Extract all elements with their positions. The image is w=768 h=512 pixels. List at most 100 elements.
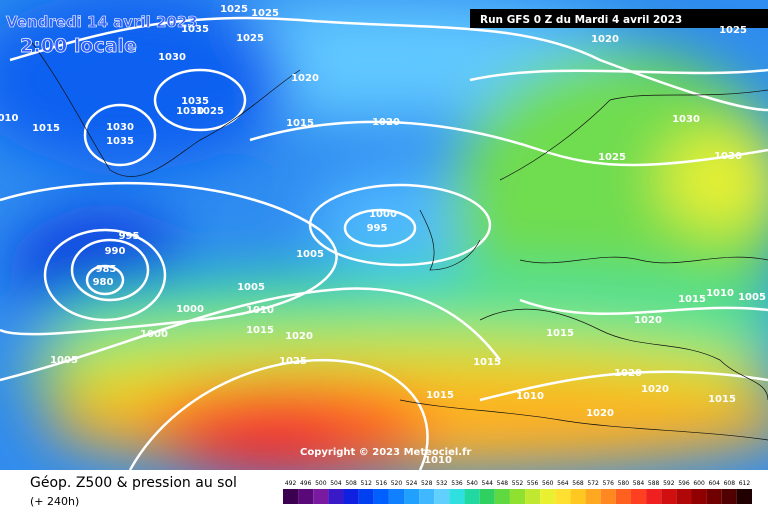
isobar-label: 990 xyxy=(105,246,126,257)
scale-label: 592 xyxy=(663,480,675,487)
isobar-label: 1000 xyxy=(140,329,168,340)
scale-label: 524 xyxy=(406,480,418,487)
isobar-label: 1030 xyxy=(176,106,204,117)
scale-swatch xyxy=(691,489,707,504)
scale-swatch xyxy=(721,489,737,504)
scale-label: 600 xyxy=(693,480,705,487)
scale-label: 504 xyxy=(330,480,342,487)
scale-label: 604 xyxy=(708,480,720,487)
scale-label: 560 xyxy=(542,480,554,487)
scale-swatch xyxy=(646,489,662,504)
isobar-label: 1025 xyxy=(236,33,264,44)
isobar-label: 1025 xyxy=(279,356,307,367)
local-time: 2:00 locale xyxy=(20,35,137,57)
isobar-label: 1030 xyxy=(714,151,742,162)
scale-swatch xyxy=(419,489,435,504)
isobar-label: 1010 xyxy=(706,288,734,299)
scale-swatch xyxy=(373,489,389,504)
isobar-label: 1015 xyxy=(426,390,454,401)
scale-label: 608 xyxy=(724,480,736,487)
valid-time: Vendredi 14 avril 2023 xyxy=(6,13,198,31)
isobar-label: 995 xyxy=(119,231,140,242)
scale-swatch xyxy=(479,489,495,504)
scale-label: 576 xyxy=(603,480,615,487)
scale-swatch xyxy=(509,489,526,504)
scale-label: 552 xyxy=(512,480,524,487)
color-scale: 492 496 500 504 508 512 516 520 524 528 532 536 540 5… xyxy=(283,480,752,504)
scale-swatch xyxy=(570,489,586,504)
scale-label: 536 xyxy=(451,480,463,487)
scale-label: 496 xyxy=(300,480,312,487)
isobar-label: 1000 xyxy=(176,304,204,315)
isobar-label: 1025 xyxy=(598,152,626,163)
footer-title: Géop. Z500 & pression au sol xyxy=(30,475,237,491)
scale-swatch xyxy=(615,489,631,504)
isobar-label: 1010 xyxy=(246,305,274,316)
coastlines xyxy=(29,39,768,441)
scale-label: 564 xyxy=(557,480,569,487)
isobar-label: 995 xyxy=(367,223,388,234)
isobar-label: 1020 xyxy=(586,408,614,419)
scale-swatch xyxy=(630,489,647,504)
isobar-label: 1015 xyxy=(546,328,574,339)
isobar-label: 1035 xyxy=(181,24,209,35)
scale-label: 512 xyxy=(360,480,372,487)
isobar-label: 1005 xyxy=(237,282,265,293)
isobar-label: 010 xyxy=(0,113,18,124)
scale-swatch xyxy=(313,489,329,504)
isobar-label: 1020 xyxy=(614,368,642,379)
scale-label: 588 xyxy=(648,480,660,487)
scale-label: 532 xyxy=(436,480,448,487)
scale-swatch xyxy=(736,489,752,504)
isobars xyxy=(0,16,768,470)
isobar-label: 1030 xyxy=(106,122,134,133)
scale-swatch xyxy=(464,489,480,504)
footer-lead: (+ 240h) xyxy=(30,495,79,508)
scale-swatch xyxy=(434,489,450,504)
scale-swatch xyxy=(343,489,359,504)
isobar-label: 1005 xyxy=(296,249,324,260)
isobar-label: 1005 xyxy=(738,292,766,303)
scale-swatch xyxy=(358,489,374,504)
isobar-label: 1020 xyxy=(634,315,662,326)
isobar-label: 1015 xyxy=(286,118,314,129)
copyright: Copyright © 2023 Meteociel.fr xyxy=(300,447,471,458)
scale-swatch xyxy=(540,489,556,504)
scale-swatch xyxy=(328,489,344,504)
scale-swatch xyxy=(283,489,299,504)
isobar-label: 980 xyxy=(93,277,114,288)
scale-label: 612 xyxy=(739,480,751,487)
scale-label: 520 xyxy=(391,480,403,487)
scale-swatch xyxy=(298,489,314,504)
scale-label: 572 xyxy=(587,480,599,487)
scale-swatch xyxy=(676,489,692,504)
scale-swatch xyxy=(661,489,677,504)
isobar-label: 1010 xyxy=(424,455,452,466)
isobar-label: 1025 xyxy=(251,8,279,19)
scale-swatch xyxy=(525,489,541,504)
scale-label: 548 xyxy=(497,480,509,487)
scale-swatch xyxy=(388,489,405,504)
isobar-label: 1020 xyxy=(641,384,669,395)
isobar-label: 1015 xyxy=(678,294,706,305)
scale-label: 556 xyxy=(527,480,539,487)
isobar-label: 1035 xyxy=(181,96,209,107)
isobar-label: 1020 xyxy=(291,73,319,84)
scale-label: 508 xyxy=(345,480,357,487)
isobar-label: 1025 xyxy=(196,106,224,117)
isobar-label: 1015 xyxy=(246,325,274,336)
isobar-label: 1020 xyxy=(591,34,619,45)
scale-swatch xyxy=(404,489,420,504)
isobar-label: 1035 xyxy=(106,136,134,147)
isobar-label: 1015 xyxy=(708,394,736,405)
isobar-labels: 1025 102510351025103010201035103010251030… xyxy=(0,4,766,466)
isobar-label: 1000 xyxy=(369,209,397,220)
scale-label: 580 xyxy=(618,480,630,487)
scale-label: 492 xyxy=(285,480,297,487)
isobar-label: 1015 xyxy=(32,123,60,134)
scale-label: 544 xyxy=(482,480,494,487)
scale-swatch xyxy=(706,489,722,504)
scale-label: 528 xyxy=(421,480,433,487)
isobar-label: 1025 xyxy=(719,25,747,36)
